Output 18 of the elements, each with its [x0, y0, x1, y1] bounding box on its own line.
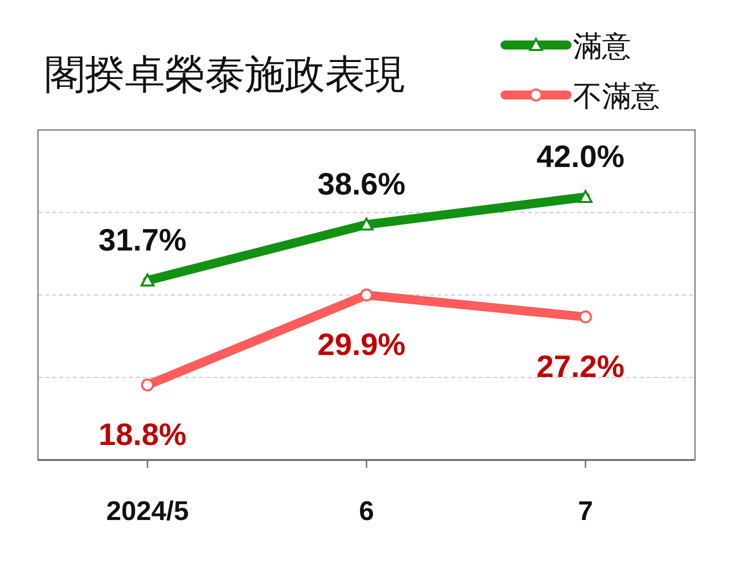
x-tick-label: 7 — [578, 496, 594, 526]
data-label: 27.2% — [536, 348, 624, 384]
x-tick-label: 2024/5 — [106, 496, 189, 526]
data-label: 29.9% — [318, 327, 406, 362]
point — [579, 310, 592, 324]
x-tick-label: 6 — [358, 496, 374, 526]
data-label: 38.6% — [318, 166, 406, 202]
point — [360, 288, 373, 302]
point — [578, 190, 592, 203]
point — [140, 273, 154, 286]
point — [141, 378, 154, 392]
legend-label: 滿意 — [573, 31, 631, 63]
point — [360, 218, 374, 231]
data-label: 18.8% — [98, 417, 186, 452]
chart-title: 閣揆卓榮泰施政表現 — [45, 53, 405, 97]
data-label: 31.7% — [98, 222, 186, 258]
data-label: 42.0% — [536, 139, 624, 174]
legend-label: 不滿意 — [573, 81, 660, 113]
